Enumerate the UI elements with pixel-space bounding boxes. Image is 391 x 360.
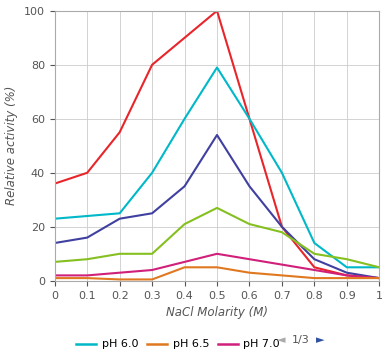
Text: ◄: ◄ — [277, 335, 286, 345]
Y-axis label: Relative activity (%): Relative activity (%) — [5, 86, 18, 206]
Text: 1/3: 1/3 — [292, 335, 310, 345]
Legend: pH 6.0, pH 6.5, pH 7.0: pH 6.0, pH 6.5, pH 7.0 — [72, 335, 285, 354]
X-axis label: NaCl Molarity (M): NaCl Molarity (M) — [166, 306, 268, 319]
Text: ►: ► — [316, 335, 325, 345]
